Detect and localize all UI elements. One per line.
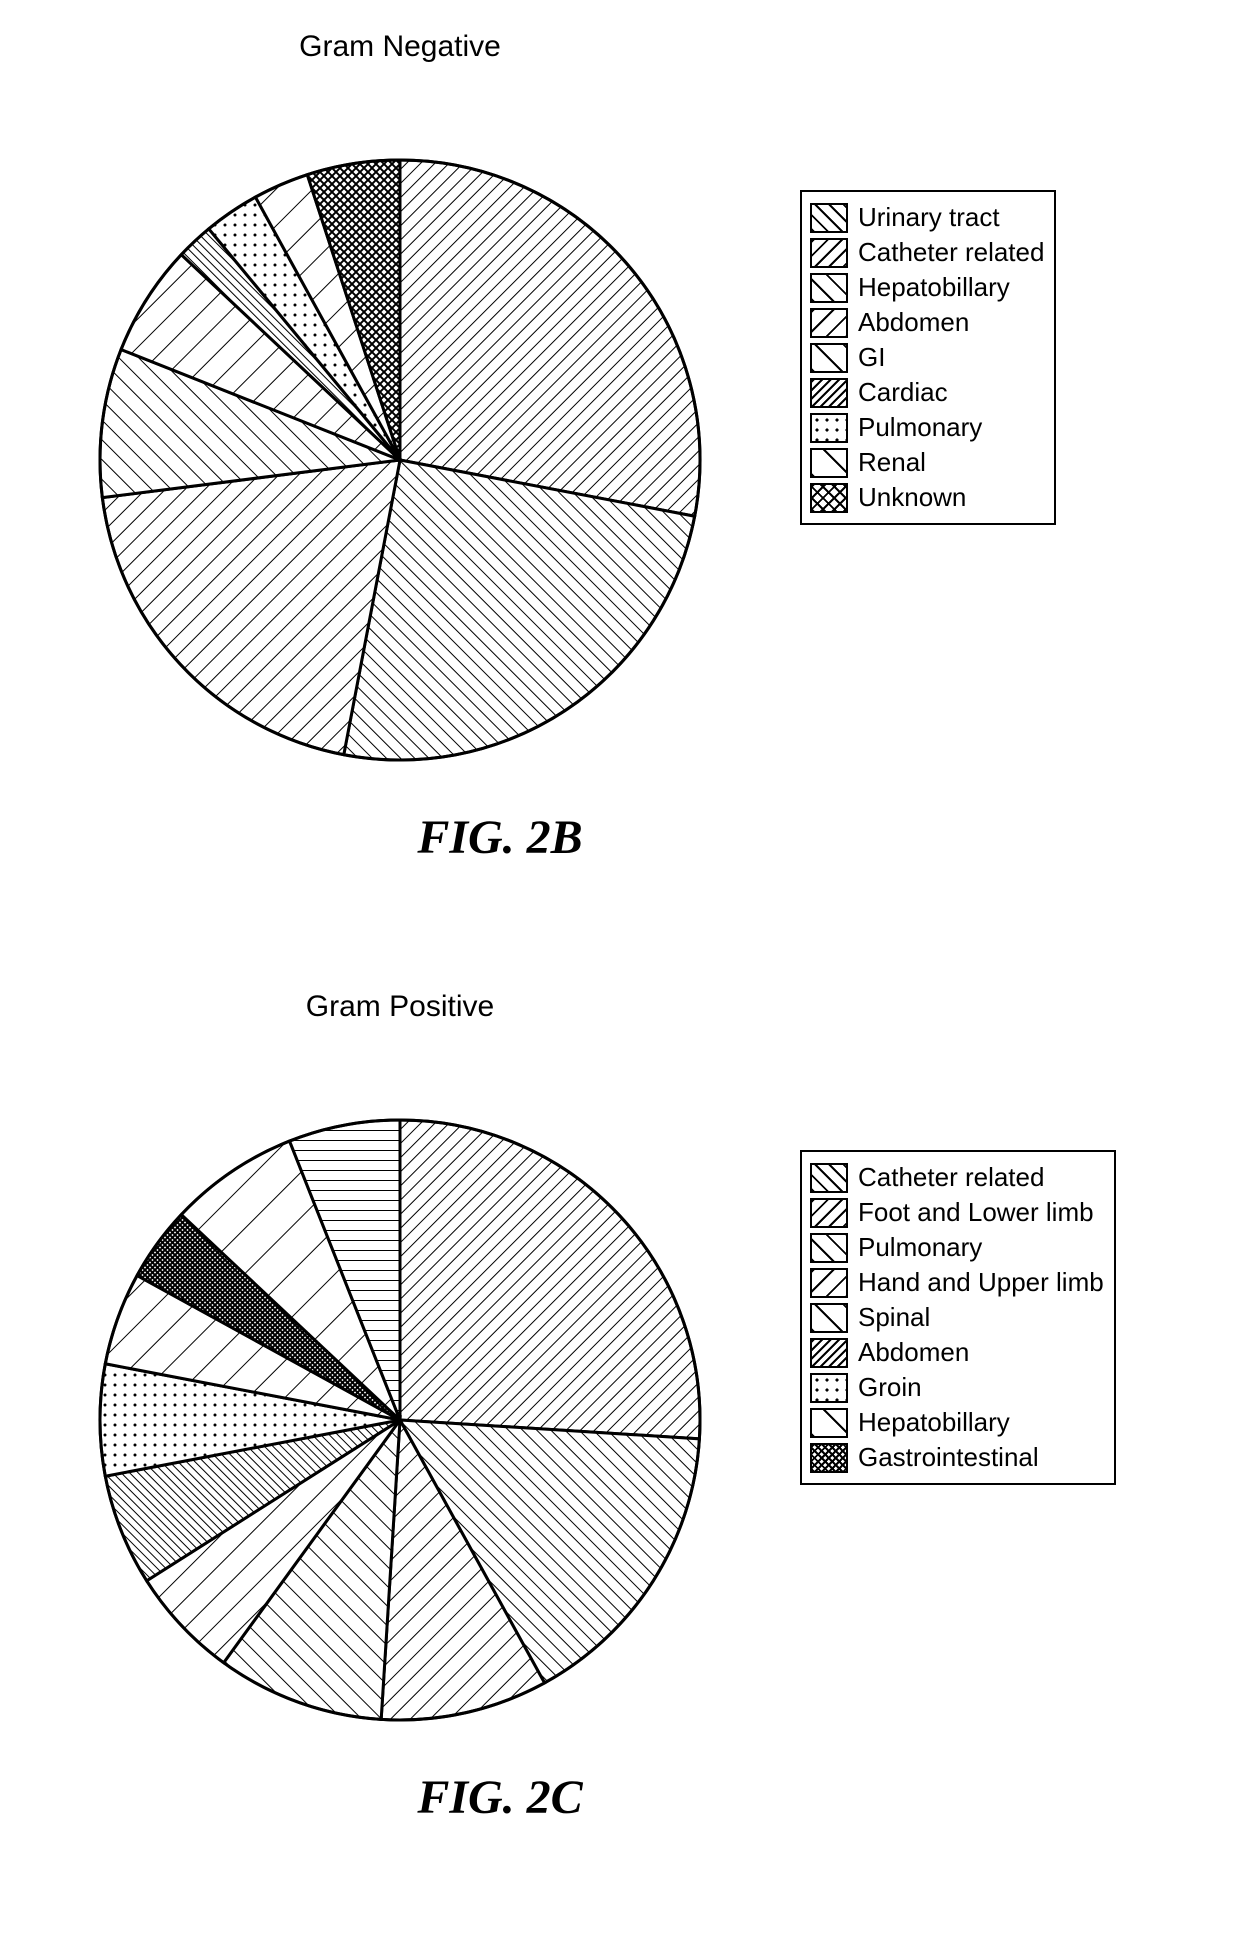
legend-label: Hand and Upper limb	[858, 1267, 1104, 1298]
legend-row: Pulmonary	[810, 1232, 1104, 1263]
legend-swatch	[810, 238, 848, 268]
pie-slice	[400, 1120, 700, 1439]
legend-swatch	[810, 1338, 848, 1368]
legend-row: Foot and Lower limb	[810, 1197, 1104, 1228]
legend-swatch	[810, 1408, 848, 1438]
legend-row: Hepatobillary	[810, 1407, 1104, 1438]
pie-slice	[344, 460, 695, 760]
page: Gram Negative Urinary tract Catheter rela…	[0, 0, 1240, 1934]
legend-row: Catheter related	[810, 1162, 1104, 1193]
chart-gram-negative: Gram Negative Urinary tract Catheter rela…	[0, 20, 1240, 960]
legend-swatch	[810, 308, 848, 338]
legend-label: Pulmonary	[858, 412, 982, 443]
legend-row: Cardiac	[810, 377, 1044, 408]
figure-caption-2b: FIG. 2B	[0, 810, 1000, 865]
legend-label: Urinary tract	[858, 202, 1000, 233]
legend-row: Catheter related	[810, 237, 1044, 268]
legend-swatch	[810, 343, 848, 373]
legend-row: Gastrointestinal	[810, 1442, 1104, 1473]
legend-label: Gastrointestinal	[858, 1442, 1039, 1473]
legend-swatch	[810, 1303, 848, 1333]
legend-row: Hand and Upper limb	[810, 1267, 1104, 1298]
pie-slice	[400, 160, 700, 516]
legend-row: Pulmonary	[810, 412, 1044, 443]
legend-swatch	[810, 1443, 848, 1473]
legend-row: Abdomen	[810, 307, 1044, 338]
legend-bottom: Catheter related Foot and Lower limb Pulmo…	[800, 1150, 1116, 1485]
legend-label: Pulmonary	[858, 1232, 982, 1263]
legend-label: Hepatobillary	[858, 272, 1010, 303]
figure-caption-2c: FIG. 2C	[0, 1770, 1000, 1825]
chart-title-bottom: Gram Positive	[220, 990, 580, 1024]
legend-row: Groin	[810, 1372, 1104, 1403]
legend-label: Groin	[858, 1372, 922, 1403]
legend-top: Urinary tract Catheter related Hepatobilla…	[800, 190, 1056, 525]
legend-row: GI	[810, 342, 1044, 373]
legend-swatch	[810, 378, 848, 408]
legend-row: Hepatobillary	[810, 272, 1044, 303]
chart-gram-positive: Gram Positive Catheter related Foot and L…	[0, 980, 1240, 1920]
legend-swatch	[810, 1268, 848, 1298]
legend-row: Renal	[810, 447, 1044, 478]
legend-label: Unknown	[858, 482, 966, 513]
legend-label: Renal	[858, 447, 926, 478]
legend-label: Abdomen	[858, 1337, 969, 1368]
legend-swatch	[810, 203, 848, 233]
legend-swatch	[810, 1198, 848, 1228]
legend-swatch	[810, 1373, 848, 1403]
legend-swatch	[810, 483, 848, 513]
pie-chart-top	[0, 60, 800, 860]
legend-swatch	[810, 448, 848, 478]
legend-swatch	[810, 1163, 848, 1193]
legend-row: Spinal	[810, 1302, 1104, 1333]
legend-label: Catheter related	[858, 237, 1044, 268]
legend-row: Unknown	[810, 482, 1044, 513]
legend-swatch	[810, 1233, 848, 1263]
legend-label: Cardiac	[858, 377, 948, 408]
legend-row: Abdomen	[810, 1337, 1104, 1368]
chart-title-top: Gram Negative	[220, 30, 580, 64]
legend-row: Urinary tract	[810, 202, 1044, 233]
legend-swatch	[810, 273, 848, 303]
legend-label: Abdomen	[858, 307, 969, 338]
legend-label: Foot and Lower limb	[858, 1197, 1094, 1228]
legend-label: Catheter related	[858, 1162, 1044, 1193]
pie-chart-bottom	[0, 1020, 800, 1820]
legend-label: Spinal	[858, 1302, 930, 1333]
legend-label: Hepatobillary	[858, 1407, 1010, 1438]
legend-swatch	[810, 413, 848, 443]
legend-label: GI	[858, 342, 885, 373]
